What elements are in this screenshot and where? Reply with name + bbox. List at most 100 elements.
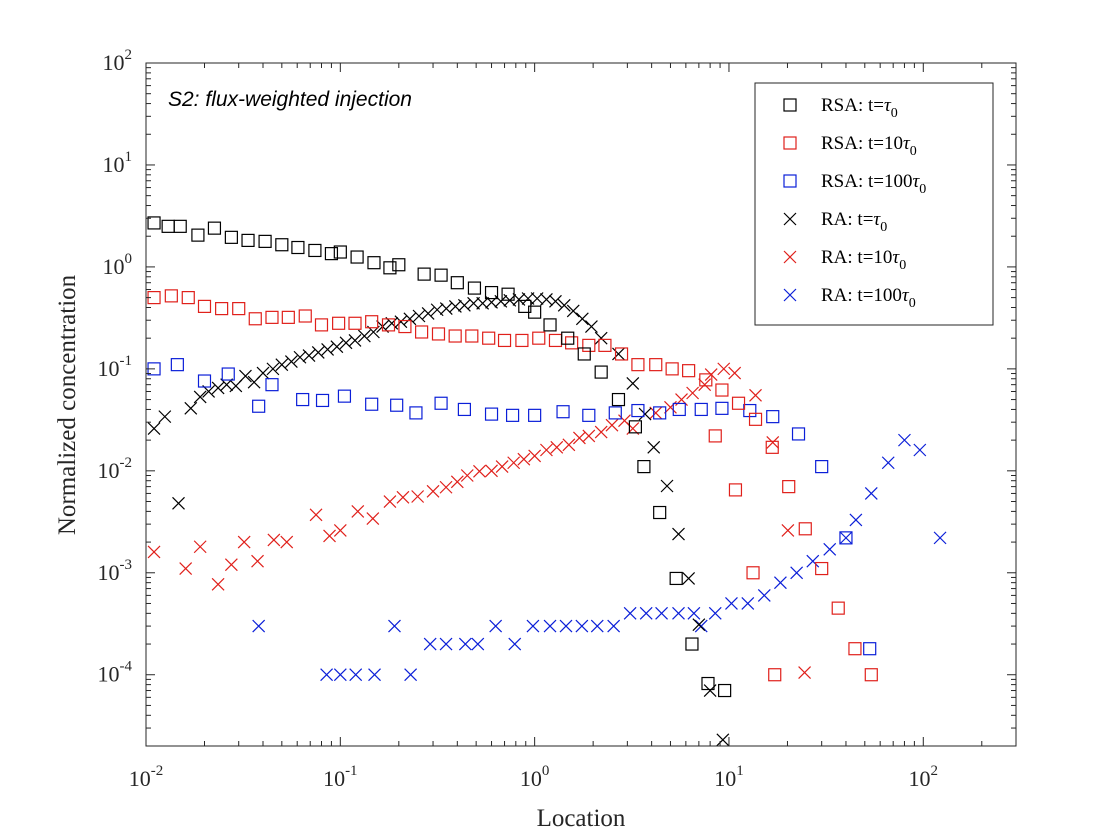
x-point	[457, 298, 471, 312]
square-point	[543, 318, 557, 332]
x-point	[716, 733, 730, 747]
x-point	[728, 366, 742, 380]
x-point	[806, 554, 820, 568]
legend-box	[754, 82, 994, 326]
x-point	[543, 619, 557, 633]
square-point	[699, 373, 713, 387]
x-point	[549, 294, 562, 308]
square-point	[409, 406, 423, 420]
square-point	[864, 668, 878, 682]
square-point	[197, 374, 212, 388]
x-point	[467, 296, 481, 310]
x-point	[239, 369, 252, 383]
square-point	[241, 233, 255, 247]
x-point	[741, 597, 755, 610]
square-point	[197, 299, 212, 313]
legend: RSA: t=τ0 RSA: t=10τ0 RSA: t=100τ0 RA: t=τ0…	[754, 82, 994, 326]
legend-x-marker	[783, 212, 797, 226]
x-point	[521, 292, 535, 305]
x-point	[172, 496, 185, 510]
y-tick-label: 101	[103, 149, 133, 177]
x-point	[660, 479, 674, 493]
x-point	[280, 535, 294, 549]
x-point	[881, 456, 895, 470]
legend-square-marker	[783, 136, 797, 150]
x-point	[251, 554, 264, 568]
x-point	[749, 388, 762, 402]
square-point	[332, 316, 346, 330]
legend-square-marker	[783, 98, 797, 112]
x-point	[649, 406, 663, 420]
x-point	[672, 606, 685, 620]
square-point	[315, 393, 330, 408]
x-tick-label: 102	[909, 763, 939, 791]
x-point	[757, 588, 771, 602]
square-point	[831, 601, 845, 615]
x-point	[396, 490, 410, 504]
square-point	[501, 287, 515, 301]
square-point	[170, 358, 184, 372]
x-point	[913, 443, 927, 457]
x-point	[489, 619, 503, 633]
y-axis-label: Normalized concentration	[54, 274, 81, 535]
square-point	[672, 402, 686, 417]
x-point	[698, 378, 712, 392]
y-tick-label: 100	[103, 251, 133, 279]
square-point	[281, 310, 295, 324]
square-point	[631, 403, 645, 418]
square-point	[701, 676, 715, 691]
square-point	[298, 309, 312, 323]
square-point	[232, 302, 246, 316]
x-point	[612, 347, 625, 361]
x-point	[252, 619, 266, 633]
square-point	[532, 331, 546, 345]
square-point	[383, 261, 397, 275]
square-point	[484, 285, 499, 300]
square-point	[598, 338, 612, 352]
x-point	[687, 606, 701, 620]
x-point	[717, 362, 731, 376]
series-2	[147, 358, 877, 656]
square-point	[614, 347, 629, 361]
x-point	[682, 572, 696, 585]
x-point	[460, 469, 474, 482]
x-tick-label: 10-2	[129, 763, 164, 791]
x-point	[412, 309, 426, 323]
x-point	[458, 637, 472, 651]
square-point	[728, 483, 743, 497]
x-point	[333, 668, 347, 682]
legend-entry-4: RA: t=10τ0	[783, 247, 906, 273]
x-tick-label: 10-1	[323, 763, 358, 791]
square-point	[497, 333, 512, 348]
x-point	[559, 619, 573, 633]
square-point	[637, 460, 651, 474]
x-point	[766, 435, 780, 449]
square-point	[367, 256, 381, 270]
x-point	[473, 464, 486, 478]
square-point	[275, 238, 289, 252]
square-point	[434, 396, 448, 410]
square-point	[718, 683, 732, 698]
x-point	[639, 606, 653, 620]
x-point	[562, 438, 576, 452]
square-point	[467, 281, 482, 295]
y-tick-label: 102	[103, 47, 133, 75]
square-point	[484, 407, 499, 421]
y-tick-label: 10-4	[98, 659, 133, 687]
x-point	[147, 422, 161, 435]
axis-ticks	[145, 62, 1016, 746]
square-point	[649, 358, 663, 372]
x-point	[403, 312, 417, 326]
x-point	[349, 668, 363, 682]
square-point	[164, 289, 178, 303]
square-point	[708, 429, 722, 443]
square-point	[863, 642, 877, 656]
legend-entry-3: RA: t=τ0	[783, 209, 887, 235]
x-point	[237, 535, 251, 549]
series-5	[252, 433, 947, 682]
x-point	[411, 490, 425, 503]
x-point	[839, 531, 853, 545]
x-point	[692, 618, 706, 632]
x-point	[383, 495, 397, 508]
x-point	[351, 504, 365, 518]
